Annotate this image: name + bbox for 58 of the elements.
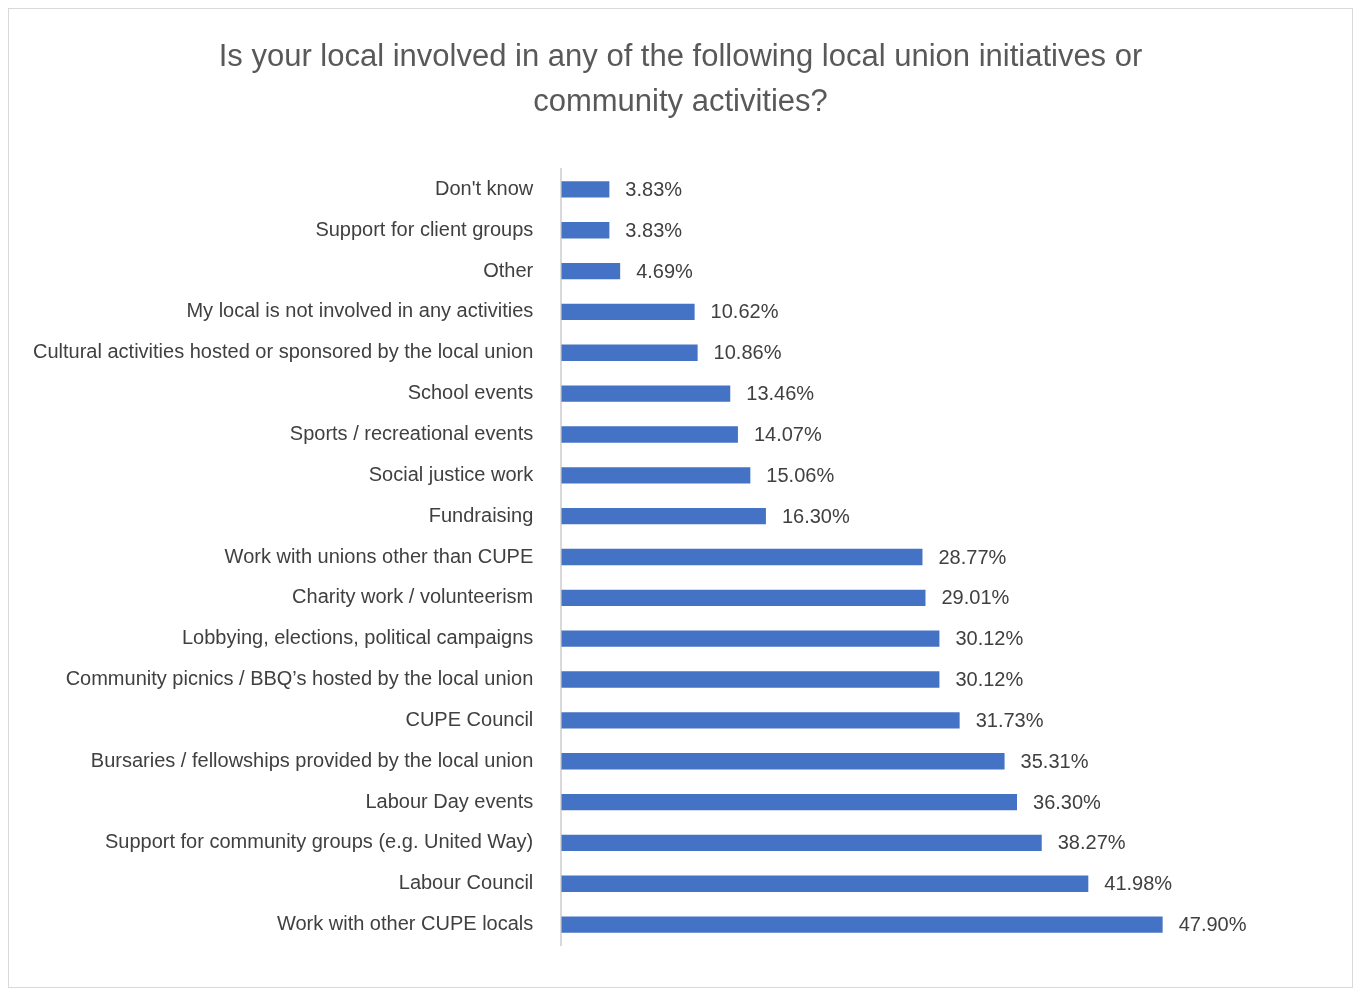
y-tick-label: Charity work / volunteerism xyxy=(292,585,534,608)
y-tick-label: Work with unions other than CUPE xyxy=(224,544,534,567)
bar xyxy=(561,303,695,321)
bar xyxy=(561,793,1018,811)
data-label: 4.69% xyxy=(636,259,694,282)
data-label: 14.07% xyxy=(753,422,822,445)
data-label: 29.01% xyxy=(941,586,1010,609)
y-tick-label: Other xyxy=(483,258,534,281)
data-label: 13.46% xyxy=(746,382,815,405)
bar xyxy=(561,222,610,239)
bar xyxy=(561,507,766,525)
y-tick-label: Labour Council xyxy=(398,871,534,894)
y-tick-label: Don't know xyxy=(434,176,534,199)
y-tick-label: School events xyxy=(407,381,534,404)
y-tick-label: Work with other CUPE locals xyxy=(276,912,534,935)
y-tick-label: My local is not involved in any activities xyxy=(186,299,534,322)
data-label: 15.06% xyxy=(766,463,835,486)
y-tick-label: Support for client groups xyxy=(315,217,534,240)
bar xyxy=(561,753,1005,770)
y-tick-label: Community picnics / BBQ’s hosted by the local union xyxy=(65,667,534,690)
data-label: 31.73% xyxy=(975,708,1044,731)
bar xyxy=(561,671,940,688)
y-tick-label: Support for community groups (e.g. United Way) xyxy=(104,830,534,853)
bar xyxy=(561,385,731,402)
data-label: 38.27% xyxy=(1057,831,1126,854)
data-label: 28.77% xyxy=(938,545,1007,568)
data-label: 3.83% xyxy=(625,218,683,241)
data-label: 10.86% xyxy=(713,341,782,364)
data-label: 41.98% xyxy=(1104,872,1173,895)
chart-title: Is your local involved in any of the following local union initiatives or community activities? xyxy=(217,37,1144,120)
bar xyxy=(561,467,751,484)
y-tick-label: Fundraising xyxy=(428,503,534,526)
bar xyxy=(561,181,610,198)
bar xyxy=(561,262,621,280)
bar xyxy=(561,916,1163,933)
bar xyxy=(561,834,1042,852)
bar xyxy=(561,712,960,729)
y-tick-label: Labour Day events xyxy=(365,789,534,812)
y-tick-label: Bursaries / fellowships provided by the local union xyxy=(90,748,534,771)
bar xyxy=(561,589,926,607)
data-label: 35.31% xyxy=(1020,749,1089,772)
data-label: 47.90% xyxy=(1178,913,1247,936)
y-tick-label: Lobbying, elections, political campaigns xyxy=(181,626,534,649)
bar xyxy=(561,630,940,647)
bar xyxy=(561,548,923,566)
y-tick-label: Social justice work xyxy=(368,462,535,485)
y-tick-label: Sports / recreational events xyxy=(289,421,534,444)
data-label: 36.30% xyxy=(1033,790,1102,813)
data-label: 3.83% xyxy=(625,177,683,200)
bar xyxy=(561,426,738,443)
y-tick-label: Cultural activities hosted or sponsored by the local union xyxy=(32,340,534,363)
data-label: 10.62% xyxy=(710,300,779,323)
bar xyxy=(561,875,1089,892)
data-label: 16.30% xyxy=(781,504,850,527)
y-tick-label: CUPE Council xyxy=(405,707,534,730)
data-label: 30.12% xyxy=(955,627,1024,650)
data-label: 30.12% xyxy=(955,668,1024,691)
bar xyxy=(561,344,698,361)
